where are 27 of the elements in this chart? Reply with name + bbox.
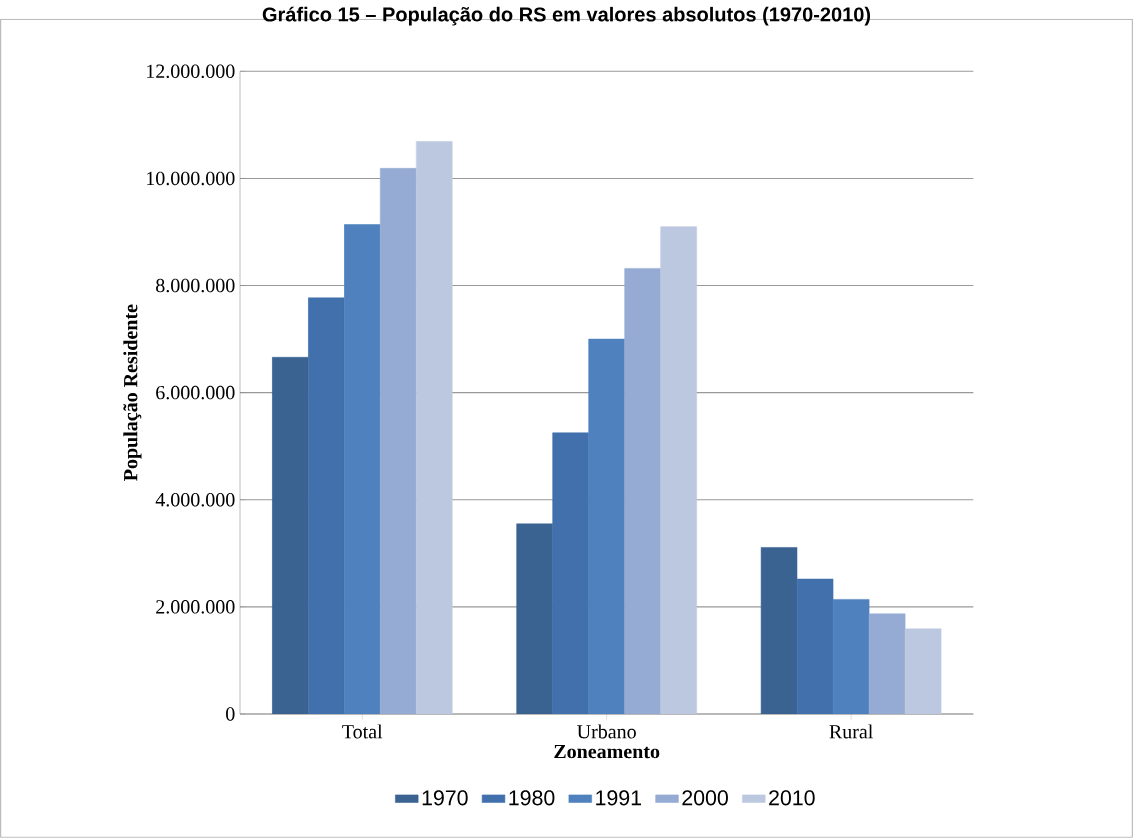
- bar: [588, 338, 625, 714]
- y-tick-label: 10.000.000: [147, 171, 235, 186]
- x-axis-title: Zoneamento: [554, 744, 660, 759]
- bar: [307, 297, 345, 714]
- y-tick-label: 8.000.000: [156, 278, 235, 293]
- bar: [271, 357, 309, 714]
- legend-label: 2000: [682, 790, 728, 806]
- x-tick-label: Urbano: [577, 724, 636, 739]
- bar: [343, 224, 381, 714]
- legend-label: 1991: [596, 790, 641, 806]
- legend-label: 1970: [422, 790, 468, 806]
- bar: [760, 547, 798, 714]
- y-tick-label: 0: [226, 707, 235, 721]
- y-tick-label: 6.000.000: [156, 385, 235, 400]
- legend-label: 2010: [769, 790, 815, 806]
- y-tick-label: 12.000.000: [147, 64, 235, 79]
- x-tick-label: Total: [342, 724, 383, 739]
- chart-title: Gráfico 15 – População do RS em valores absolutos (1970-2010): [262, 6, 871, 26]
- y-tick-label: 4.000.000: [155, 492, 235, 507]
- bar: [552, 432, 589, 714]
- y-axis-title: População Residente: [123, 304, 142, 481]
- y-tick-label: 2.000.000: [156, 600, 235, 614]
- bar: [516, 523, 553, 714]
- bar: [832, 599, 870, 714]
- x-tick-label: Rural: [829, 724, 873, 739]
- legend-label: 1980: [509, 790, 555, 806]
- bar: [796, 578, 834, 714]
